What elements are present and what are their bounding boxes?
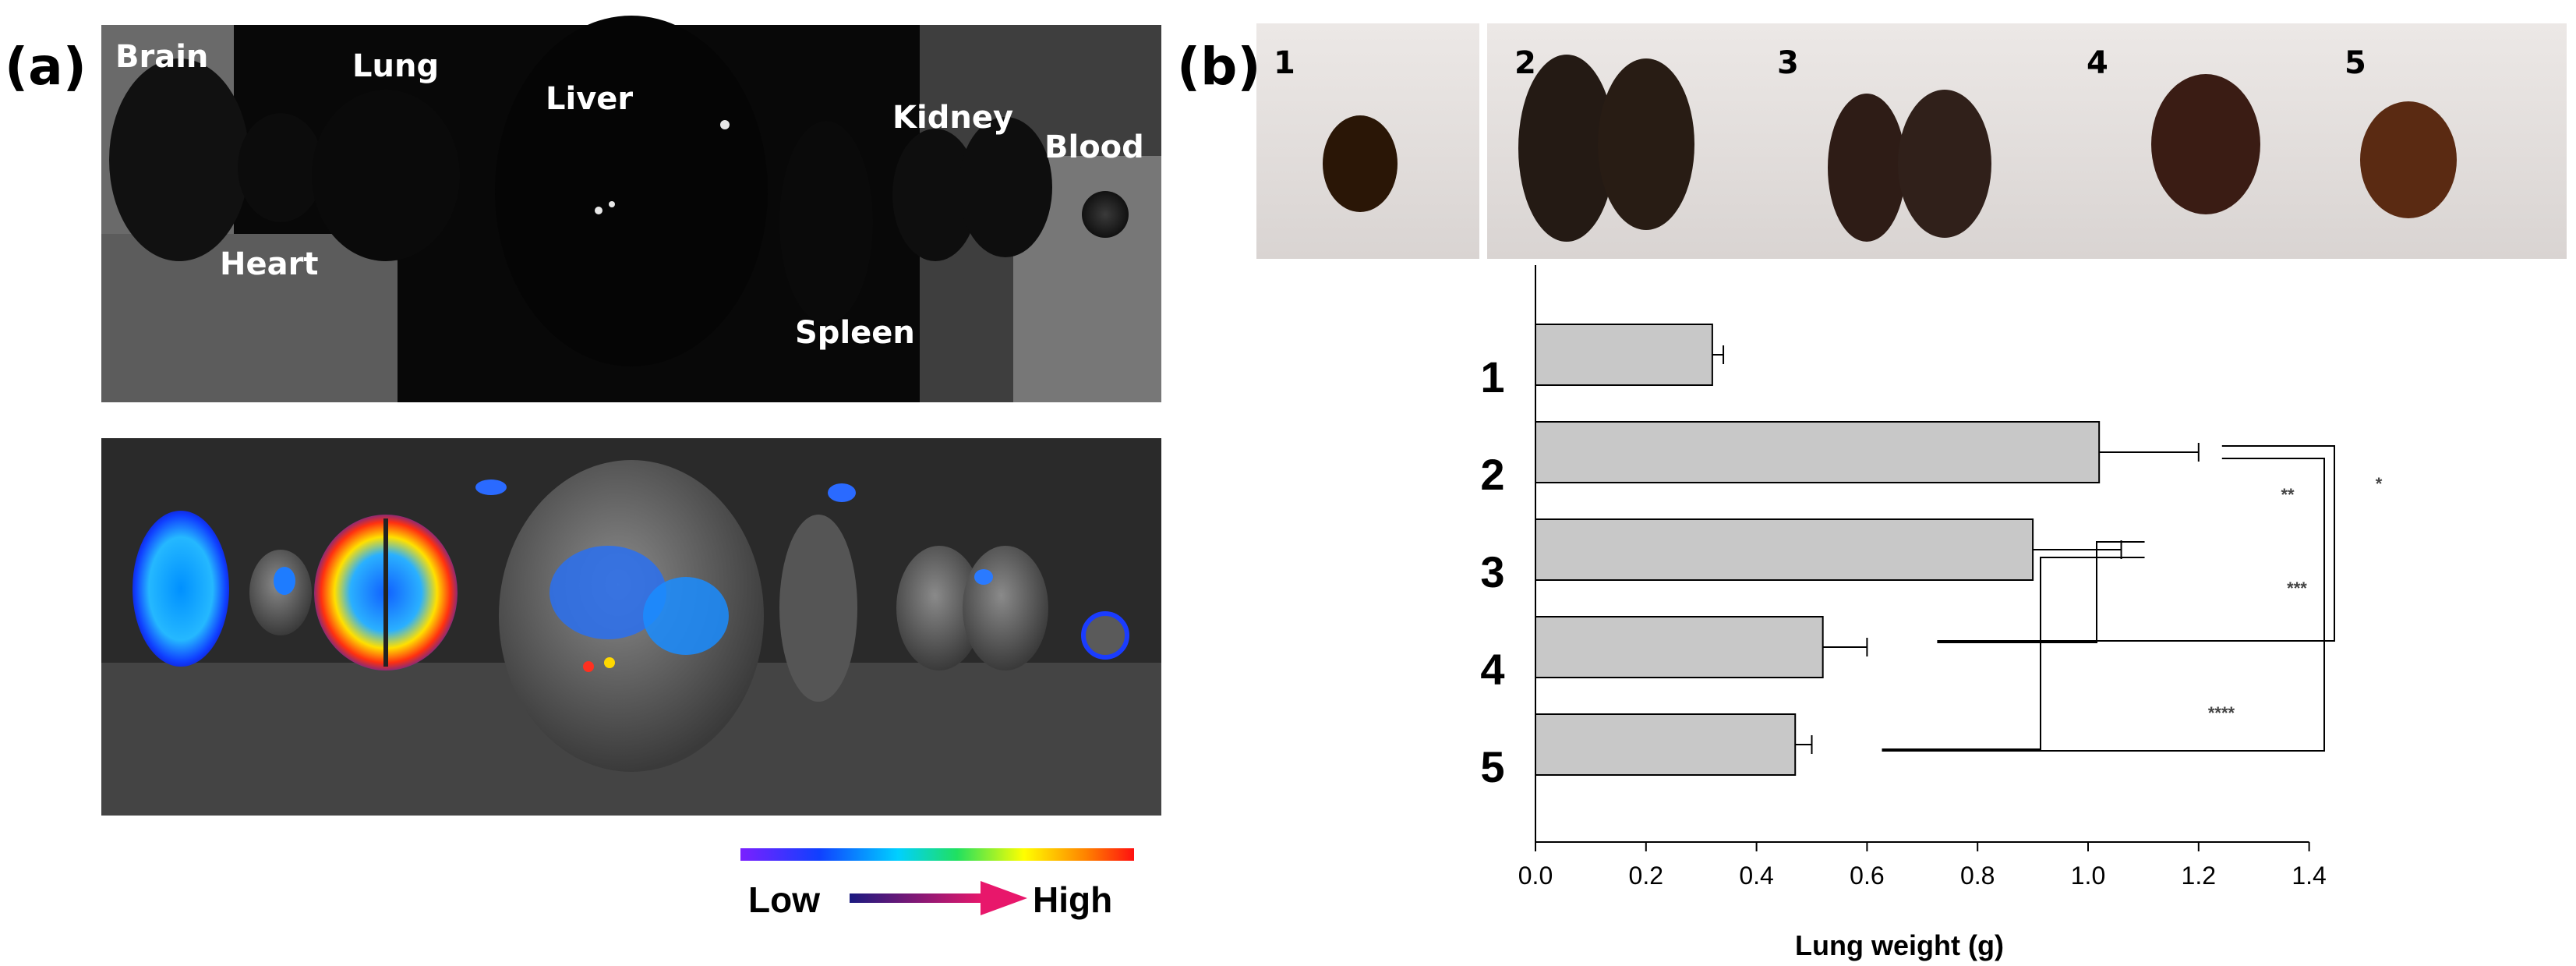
significance-bracket	[1937, 541, 2145, 643]
bar-1	[1535, 324, 1713, 386]
low-to-high-arrow	[850, 881, 1027, 915]
significance-bracket	[1882, 557, 2145, 750]
colorbar-low-label: Low	[748, 879, 820, 920]
category-label-3: 3	[1480, 547, 1504, 596]
colorbar-high-label: High	[1033, 879, 1112, 920]
category-label-4: 4	[1480, 645, 1504, 694]
organ-label-liver: Liver	[546, 81, 633, 117]
x-tick-label: 0.6	[1850, 862, 1884, 890]
photo-label-3: 3	[1777, 45, 1799, 81]
category-label-5: 5	[1480, 742, 1504, 791]
significance-label: **	[2281, 485, 2295, 504]
organ-label-spleen: Spleen	[795, 315, 915, 351]
x-tick-label: 0.8	[1960, 862, 1995, 890]
bar-3	[1535, 518, 2034, 581]
x-tick-label: 1.4	[2292, 862, 2326, 890]
x-tick-label: 1.0	[2071, 862, 2105, 890]
significance-label: ***	[2287, 579, 2307, 598]
colorbar	[740, 848, 1134, 861]
x-axis-title: Lung weight (g)	[1795, 929, 2004, 961]
significance-label: *	[2376, 474, 2383, 494]
photo-label-5: 5	[2345, 45, 2366, 81]
panel-b-lung-photos	[1256, 23, 2567, 259]
panel-a-grayscale-image	[101, 16, 1161, 402]
photo-label-2: 2	[1514, 45, 1536, 81]
x-tick-label: 1.2	[2182, 862, 2216, 890]
x-tick-label: 0.4	[1739, 862, 1773, 890]
category-label-2: 2	[1480, 450, 1504, 499]
organ-label-lung: Lung	[352, 48, 439, 84]
bar-5	[1535, 713, 1797, 776]
photo-label-1: 1	[1274, 45, 1295, 81]
x-tick-label: 0.2	[1629, 862, 1663, 890]
panel-b-label: (b)	[1177, 37, 1261, 97]
significance-bracket	[1937, 445, 2335, 642]
bar-2	[1535, 421, 2101, 483]
organ-label-kidney: Kidney	[892, 100, 1013, 136]
category-label-1: 1	[1480, 352, 1504, 402]
bar-4	[1535, 616, 1824, 678]
significance-label: ****	[2208, 703, 2235, 723]
organ-label-heart: Heart	[220, 246, 318, 282]
organ-label-brain: Brain	[115, 39, 208, 75]
x-tick-label: 0.0	[1518, 862, 1553, 890]
panel-a-label: (a)	[5, 37, 87, 97]
panel-a-fluorescence-image	[101, 438, 1161, 816]
organ-label-blood: Blood	[1044, 129, 1144, 165]
photo-label-4: 4	[2087, 45, 2108, 81]
significance-bracket	[1882, 458, 2325, 752]
